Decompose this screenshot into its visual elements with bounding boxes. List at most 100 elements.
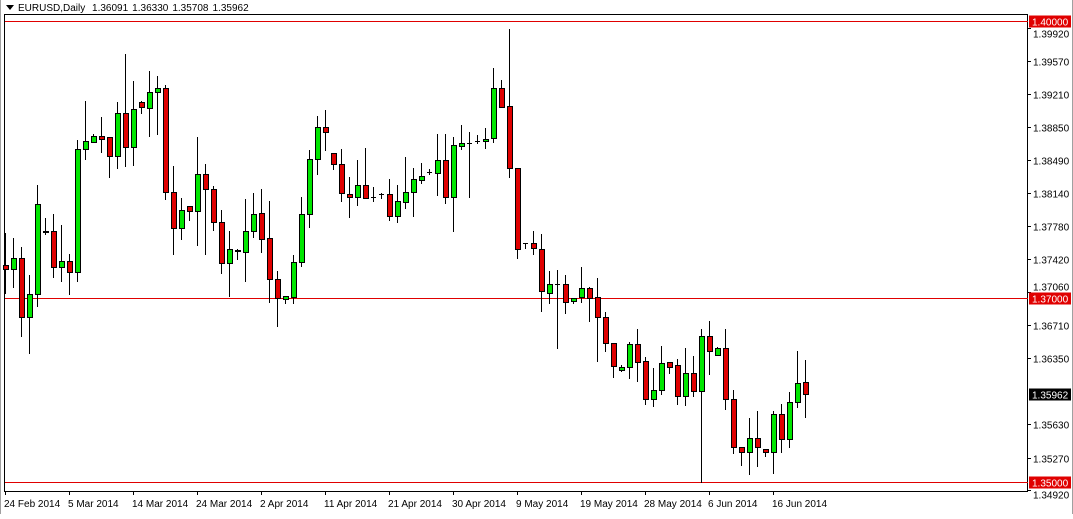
candle: [251, 193, 257, 238]
candle: [403, 157, 409, 209]
bear-candle-body: [515, 168, 521, 250]
bull-candle-body: [451, 145, 457, 198]
bear-candle-body: [763, 449, 769, 453]
bull-candle-body: [75, 149, 81, 273]
candle: [395, 185, 401, 223]
triangle-down-icon[interactable]: [6, 5, 14, 10]
level-price-box: [1029, 292, 1071, 305]
candle: [123, 54, 129, 167]
bear-candle-body: [107, 137, 113, 157]
bull-candle-body: [395, 201, 401, 217]
candle: [691, 356, 697, 397]
price-tick-label: 1.38140: [1033, 190, 1070, 201]
price-tick-label: 1.39920: [1033, 30, 1070, 41]
candle: [107, 137, 113, 178]
bull-candle-body: [291, 262, 297, 298]
bull-candle-body: [283, 296, 289, 300]
bull-candle-body: [131, 109, 137, 148]
candle: [643, 357, 649, 405]
candle: [683, 348, 689, 406]
bear-candle-body: [691, 373, 697, 392]
bear-candle-body: [275, 279, 281, 299]
bull-candle-body: [11, 258, 17, 270]
price-tick-label: 1.34920: [1033, 491, 1070, 502]
candle: [763, 449, 769, 457]
candle: [91, 134, 97, 143]
price-tick-label: 1.35630: [1033, 421, 1070, 432]
bull-candle-body: [491, 88, 497, 139]
candle: [491, 68, 497, 143]
candle: [307, 150, 313, 228]
bull-candle-body: [35, 204, 41, 295]
bear-candle-body: [219, 222, 225, 264]
candle: [699, 329, 705, 483]
bull-candle-body: [659, 363, 665, 391]
price-tick-label: 1.38850: [1033, 124, 1070, 135]
bear-candle-body: [387, 194, 393, 217]
bull-candle-body: [787, 402, 793, 440]
candle: [603, 312, 609, 352]
bull-candle-body: [683, 373, 689, 397]
candle: [27, 275, 33, 354]
bear-candle-body: [563, 284, 569, 303]
candle: [547, 271, 553, 304]
time-tick-label: 14 Mar 2014: [132, 499, 189, 510]
price-tick-label: 1.36710: [1033, 322, 1070, 333]
candle: [635, 329, 641, 382]
candle: [131, 81, 137, 166]
candle: [331, 153, 337, 170]
bear-candle-body: [235, 250, 241, 252]
candle: [75, 140, 81, 282]
bear-candle-body: [595, 297, 601, 318]
time-tick-label: 6 Jun 2014: [708, 499, 758, 510]
level-price-label: 1.40000: [1032, 18, 1069, 29]
bull-candle-body: [83, 141, 89, 150]
candle: [531, 231, 537, 255]
candle: [419, 163, 425, 184]
bull-candle-body: [619, 367, 625, 371]
candle: [83, 101, 89, 160]
candle: [35, 185, 41, 307]
candle: [347, 177, 353, 218]
candle: [715, 347, 721, 356]
candle: [387, 179, 393, 221]
bull-candle-body: [91, 136, 97, 143]
bull-candle-body: [699, 336, 705, 392]
bull-candle-body: [315, 127, 321, 160]
candle: [675, 359, 681, 405]
candle: [571, 298, 577, 304]
candle: [443, 134, 449, 204]
open-value: 1.36091: [92, 3, 129, 14]
candle: [555, 270, 560, 349]
bear-candle-body: [259, 213, 265, 240]
bull-candle-body: [483, 139, 489, 142]
bear-candle-body: [755, 438, 761, 448]
candle: [315, 116, 321, 175]
candle: [19, 247, 25, 337]
bull-candle-body: [27, 294, 33, 318]
candle: [155, 76, 161, 135]
time-axis: 24 Feb 2014 5 Mar 2014 14 Mar 2014 24 Mar 2…: [4, 491, 827, 510]
candle: [363, 148, 369, 199]
bull-candle-body: [715, 348, 721, 356]
bull-candle-body: [147, 92, 153, 109]
candle: [163, 85, 169, 200]
bear-candle-body: [531, 243, 537, 249]
bull-candle-body: [307, 159, 313, 215]
candle: [67, 254, 73, 295]
bull-candle-body: [747, 438, 753, 453]
candle: [139, 101, 145, 114]
price-tick-label: 1.36350: [1033, 355, 1070, 366]
level-price-box: [1029, 476, 1071, 489]
bear-candle-body: [267, 238, 273, 280]
candle: [203, 164, 209, 255]
candle: [723, 329, 729, 410]
bull-candle-body: [179, 210, 185, 229]
bear-candle-body: [723, 348, 729, 400]
bull-candle-body: [243, 231, 249, 253]
close-value: 1.35962: [212, 3, 249, 14]
candle: [803, 360, 809, 418]
bear-candle-body: [51, 231, 57, 268]
